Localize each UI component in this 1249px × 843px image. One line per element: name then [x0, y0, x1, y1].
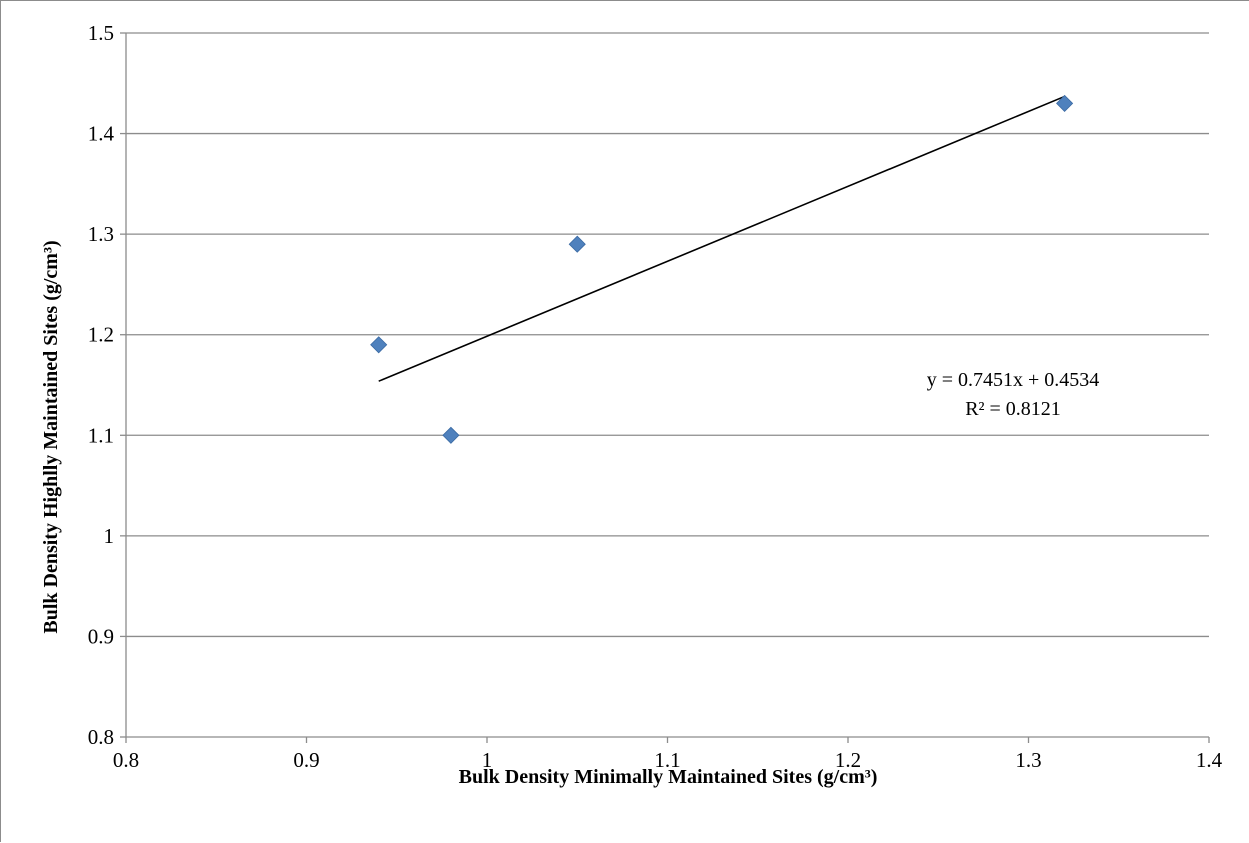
x-tick-label: 1 — [482, 748, 493, 772]
data-point — [568, 235, 586, 253]
data-point — [370, 336, 388, 354]
axes — [120, 32, 1210, 743]
x-tick-labels: 0.8 0.9 1 1.1 1.2 1.3 1.4 — [113, 748, 1223, 772]
y-tick-label: 1.4 — [88, 122, 115, 146]
y-tick-labels: 0.8 0.9 1 1.1 1.2 1.3 1.4 1.5 — [88, 21, 115, 749]
x-tick-label: 1.1 — [654, 748, 680, 772]
y-tick-label: 1.3 — [88, 222, 114, 246]
y-tick-label: 1.2 — [88, 323, 114, 347]
gridlines — [126, 32, 1209, 638]
x-tick-label: 0.8 — [113, 748, 139, 772]
trendline — [378, 95, 1065, 382]
x-tick-label: 1.2 — [835, 748, 861, 772]
x-tick-label: 1.4 — [1196, 748, 1223, 772]
y-tick-label: 0.9 — [88, 624, 114, 648]
data-point — [1056, 94, 1074, 112]
x-tick-label: 1.3 — [1015, 748, 1041, 772]
x-axis-title: Bulk Density Minimally Maintained Sites … — [459, 766, 878, 788]
data-point — [442, 426, 460, 444]
y-tick-label: 1.5 — [88, 21, 114, 45]
y-tick-label: 1 — [104, 524, 115, 548]
trendline-equation: y = 0.7451x + 0.4534 — [927, 369, 1100, 391]
y-axis-title: Bulk Density Highlly Maintained Sites (g… — [40, 240, 62, 633]
x-tick-label: 0.9 — [293, 748, 319, 772]
data-points — [370, 94, 1074, 444]
y-tick-label: 1.1 — [88, 423, 114, 447]
y-tick-label: 0.8 — [88, 725, 114, 749]
trendline-r-squared: R² = 0.8121 — [965, 398, 1061, 420]
